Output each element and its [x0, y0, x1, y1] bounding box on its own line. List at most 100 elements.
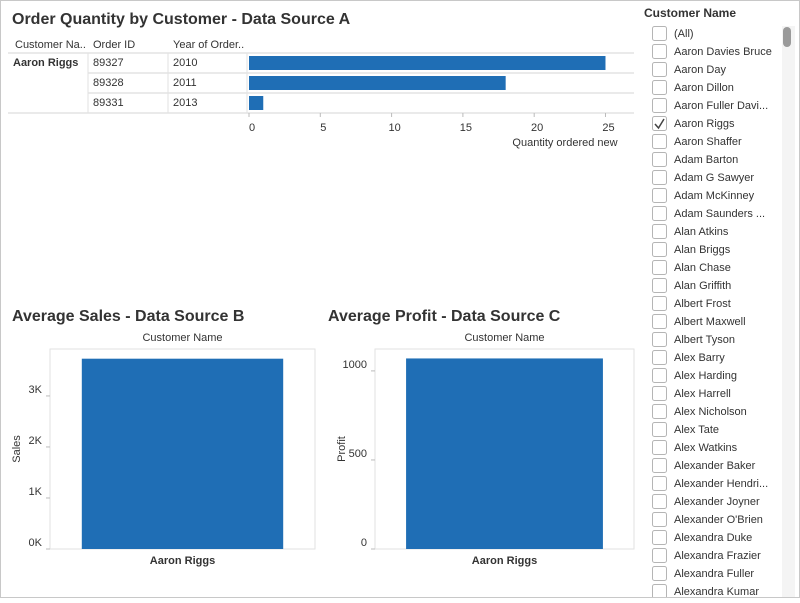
filter-item-label[interactable]: Alex Watkins — [674, 442, 738, 454]
filter-item-label[interactable]: Alex Harrell — [674, 388, 731, 400]
checkbox[interactable] — [652, 530, 667, 545]
filter-item-label[interactable]: Albert Maxwell — [674, 316, 746, 328]
checkbox[interactable] — [652, 152, 667, 167]
y-tick-label: 3K — [29, 384, 43, 396]
x-category-label: Aaron Riggs — [150, 555, 215, 567]
chart-title: Average Sales - Data Source B — [12, 308, 244, 325]
x-axis-title: Quantity ordered new — [512, 137, 617, 149]
filter-item-label[interactable]: Alan Atkins — [674, 226, 729, 238]
checkbox[interactable] — [652, 422, 667, 437]
checkbox[interactable] — [652, 332, 667, 347]
filter-item-label[interactable]: (All) — [674, 28, 694, 40]
y-tick-label: 2K — [29, 435, 43, 447]
filter-item-label[interactable]: Alan Briggs — [674, 244, 731, 256]
filter-item-label[interactable]: Alexandra Duke — [674, 532, 752, 544]
scrollbar-track[interactable] — [782, 26, 795, 597]
bar — [406, 358, 603, 549]
y-axis-title: Sales — [11, 435, 23, 463]
checkbox[interactable] — [652, 80, 667, 95]
scrollbar-thumb[interactable] — [783, 27, 791, 47]
filter-item-label[interactable]: Alan Chase — [674, 262, 731, 274]
filter-item-label[interactable]: Aaron Davies Bruce — [674, 46, 772, 58]
x-tick-label: 5 — [320, 122, 326, 134]
y-tick-label: 500 — [349, 448, 367, 460]
filter-item-label[interactable]: Alex Harding — [674, 370, 737, 382]
chart-title: Order Quantity by Customer - Data Source… — [12, 11, 351, 28]
order-year: 2010 — [173, 57, 197, 69]
filter-title: Customer Name — [644, 6, 736, 20]
y-tick-label: 0K — [29, 537, 43, 549]
checkbox[interactable] — [652, 206, 667, 221]
x-tick-label: 20 — [531, 122, 543, 134]
filter-item-label[interactable]: Adam Barton — [674, 154, 738, 166]
filter-item-label[interactable]: Aaron Dillon — [674, 82, 734, 94]
filter-list: (All) Aaron Davies Bruce Aaron Day Aaron Di… — [652, 26, 772, 599]
filter-item-label[interactable]: Adam McKinney — [674, 190, 755, 202]
checkbox[interactable] — [652, 350, 667, 365]
checkbox[interactable] — [652, 116, 667, 131]
checkbox[interactable] — [652, 458, 667, 473]
column-header: Customer Name — [464, 332, 544, 344]
bar — [249, 76, 506, 90]
row-header: Aaron Riggs — [13, 57, 78, 69]
order-id: 89327 — [93, 57, 124, 69]
x-tick-label: 10 — [388, 122, 400, 134]
column-header: Customer Na.. — [15, 39, 86, 51]
column-header: Order ID — [93, 39, 135, 51]
order-year: 2013 — [173, 97, 197, 109]
filter-item-label[interactable]: Alexandra Fuller — [674, 568, 754, 580]
checkbox[interactable] — [652, 242, 667, 257]
y-axis-title: Profit — [336, 436, 348, 462]
x-tick-label: 0 — [249, 122, 255, 134]
checkbox[interactable] — [652, 62, 667, 77]
checkmark — [654, 118, 665, 130]
checkbox[interactable] — [652, 170, 667, 185]
checkbox[interactable] — [652, 278, 667, 293]
checkbox[interactable] — [652, 584, 667, 599]
checkbox[interactable] — [652, 494, 667, 509]
filter-item-label[interactable]: Aaron Riggs — [674, 118, 735, 130]
y-tick-label: 1000 — [343, 359, 367, 371]
checkbox[interactable] — [652, 314, 667, 329]
checkbox[interactable] — [652, 296, 667, 311]
checkbox[interactable] — [652, 386, 667, 401]
filter-item-label[interactable]: Alexander Baker — [674, 460, 756, 472]
order-year: 2011 — [173, 77, 197, 89]
bar — [81, 358, 284, 549]
checkbox[interactable] — [652, 44, 667, 59]
filter-item-label[interactable]: Alexandra Frazier — [674, 550, 761, 562]
checkbox[interactable] — [652, 368, 667, 383]
filter-item-label[interactable]: Aaron Fuller Davi... — [674, 100, 768, 112]
checkbox[interactable] — [652, 566, 667, 581]
filter-item-label[interactable]: Alexander O'Brien — [674, 514, 763, 526]
x-tick-label: 25 — [602, 122, 614, 134]
checkbox[interactable] — [652, 26, 667, 41]
checkbox[interactable] — [652, 404, 667, 419]
filter-item-label[interactable]: Alexandra Kumar — [674, 586, 759, 598]
filter-item-label[interactable]: Adam Saunders ... — [674, 208, 765, 220]
filter-item-label[interactable]: Aaron Shaffer — [674, 136, 742, 148]
chart-title: Average Profit - Data Source C — [328, 308, 561, 325]
checkbox[interactable] — [652, 476, 667, 491]
y-tick-label: 0 — [361, 537, 367, 549]
checkbox[interactable] — [652, 134, 667, 149]
checkbox[interactable] — [652, 224, 667, 239]
checkbox[interactable] — [652, 548, 667, 563]
checkbox[interactable] — [652, 440, 667, 455]
checkbox[interactable] — [652, 188, 667, 203]
filter-item-label[interactable]: Alex Barry — [674, 352, 725, 364]
filter-item-label[interactable]: Alex Nicholson — [674, 406, 747, 418]
checkbox[interactable] — [652, 512, 667, 527]
checkbox[interactable] — [652, 260, 667, 275]
checkbox[interactable] — [652, 98, 667, 113]
filter-item-label[interactable]: Albert Tyson — [674, 334, 735, 346]
filter-item-label[interactable]: Adam G Sawyer — [674, 172, 754, 184]
x-category-label: Aaron Riggs — [472, 555, 537, 567]
filter-item-label[interactable]: Alexander Hendri... — [674, 478, 768, 490]
filter-item-label[interactable]: Albert Frost — [674, 298, 731, 310]
filter-item-label[interactable]: Aaron Day — [674, 64, 726, 76]
filter-item-label[interactable]: Alex Tate — [674, 424, 719, 436]
filter-item-label[interactable]: Alan Griffith — [674, 280, 731, 292]
filter-item-label[interactable]: Alexander Joyner — [674, 496, 760, 508]
